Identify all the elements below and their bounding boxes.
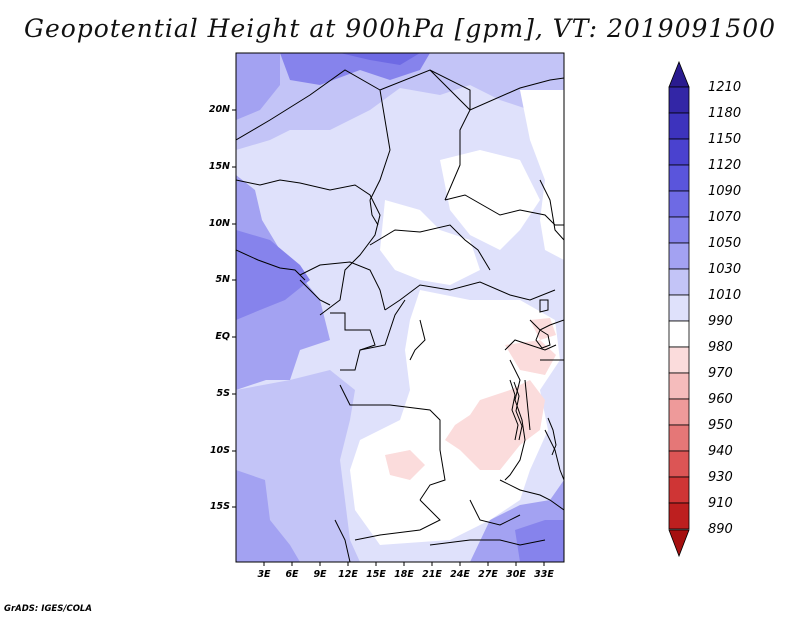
colorbar-label: 1150 xyxy=(708,132,742,147)
colorbar-label: 1030 xyxy=(708,262,742,277)
lon-label: 33E xyxy=(534,569,554,580)
lat-label: 20N xyxy=(208,104,230,115)
lat-label: EQ xyxy=(215,331,230,342)
colorbar xyxy=(668,60,690,558)
lon-label: 6E xyxy=(285,569,299,580)
colorbar-swatch xyxy=(668,294,690,322)
colorbar-label: 1090 xyxy=(708,184,742,199)
colorbar-label: 970 xyxy=(708,366,733,381)
colorbar-bottom-arrow xyxy=(668,529,690,558)
lon-label: 30E xyxy=(506,569,526,580)
colorbar-label: 940 xyxy=(708,444,733,459)
lat-label: 5S xyxy=(216,388,230,399)
lat-label: 15N xyxy=(208,161,230,172)
lon-label: 12E xyxy=(338,569,358,580)
lon-label: 9E xyxy=(313,569,327,580)
colorbar-label: 980 xyxy=(708,340,733,355)
lat-label: 10N xyxy=(208,218,230,229)
colorbar-label: 1070 xyxy=(708,210,742,225)
colorbar-swatch xyxy=(668,398,690,426)
colorbar-label: 950 xyxy=(708,418,733,433)
colorbar-label: 910 xyxy=(708,496,733,511)
colorbar-swatch xyxy=(668,164,690,192)
colorbar-label: 1120 xyxy=(708,158,742,173)
lat-label: 5N xyxy=(215,274,230,285)
lat-ticks xyxy=(232,109,236,508)
colorbar-label: 960 xyxy=(708,392,733,407)
colorbar-label: 1210 xyxy=(708,80,742,95)
lon-label: 3E xyxy=(257,569,271,580)
colorbar-swatch xyxy=(668,372,690,400)
colorbar-swatch xyxy=(668,242,690,270)
chart-title: Geopotential Height at 900hPa [gpm], VT:… xyxy=(23,14,777,43)
colorbar-label: 1050 xyxy=(708,236,742,251)
colorbar-swatch xyxy=(668,216,690,244)
colorbar-label: 1180 xyxy=(708,106,742,121)
colorbar-swatch xyxy=(668,450,690,478)
colorbar-swatch xyxy=(668,268,690,296)
colorbar-swatch xyxy=(668,476,690,504)
colorbar-swatch xyxy=(668,86,690,114)
lon-label: 21E xyxy=(422,569,442,580)
lon-label: 24E xyxy=(450,569,470,580)
colorbar-swatch xyxy=(668,502,690,530)
lat-label: 10S xyxy=(209,445,230,456)
lon-label: 18E xyxy=(394,569,414,580)
lon-label: 15E xyxy=(366,569,386,580)
colorbar-top-arrow xyxy=(668,60,690,88)
lon-label: 27E xyxy=(478,569,498,580)
colorbar-label: 930 xyxy=(708,470,733,485)
colorbar-swatch xyxy=(668,112,690,140)
lakes xyxy=(509,299,557,456)
grads-credit: GrADS: IGES/COLA xyxy=(4,604,92,614)
lon-ticks xyxy=(263,562,545,566)
colorbar-swatch xyxy=(668,138,690,166)
colorbar-swatch xyxy=(668,320,690,348)
colorbar-label: 990 xyxy=(708,314,733,329)
map-frame xyxy=(235,52,565,563)
country-boundaries xyxy=(236,69,564,562)
colorbar-label: 890 xyxy=(708,522,733,537)
colorbar-label: 1010 xyxy=(708,288,742,303)
colorbar-swatch xyxy=(668,190,690,218)
colorbar-swatch xyxy=(668,424,690,452)
colorbar-swatch xyxy=(668,346,690,374)
lat-label: 15S xyxy=(209,501,230,512)
